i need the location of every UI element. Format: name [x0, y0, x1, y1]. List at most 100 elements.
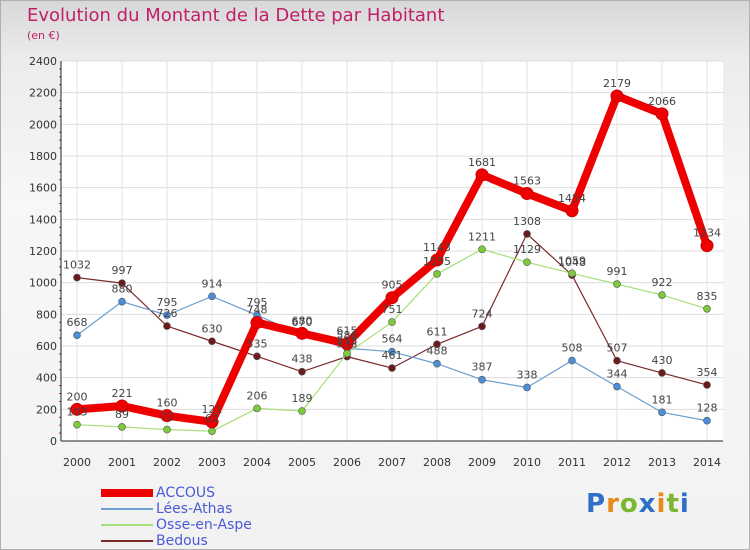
data-point: [700, 239, 714, 253]
data-label: 1048: [558, 256, 586, 269]
data-label: 508: [562, 342, 583, 355]
data-point: [295, 326, 309, 340]
legend-swatch: [101, 489, 153, 497]
data-point: [703, 381, 711, 389]
y-tick-label: 2200: [29, 87, 57, 100]
data-label: 1059: [558, 254, 586, 267]
x-tick-label: 2014: [693, 456, 721, 469]
x-tick-label: 2004: [243, 456, 271, 469]
data-label: 430: [652, 354, 673, 367]
data-point: [565, 204, 579, 218]
x-tick-label: 2001: [108, 456, 136, 469]
y-tick-label: 2400: [29, 55, 57, 68]
data-label: 880: [112, 283, 133, 296]
data-label: 997: [112, 264, 133, 277]
data-point: [568, 356, 576, 365]
data-label: 535: [247, 337, 268, 350]
data-point: [385, 291, 399, 305]
data-point: [115, 399, 129, 413]
data-point: [160, 409, 174, 423]
data-point: [163, 322, 171, 330]
data-label: 1055: [423, 255, 451, 268]
data-point: [613, 356, 621, 365]
legend-label: Bedous: [156, 533, 208, 549]
data-label: 1454: [558, 192, 586, 205]
data-point: [388, 318, 396, 326]
data-point: [205, 415, 219, 429]
y-tick-label: 800: [36, 308, 57, 321]
data-point: [118, 423, 126, 431]
x-tick-label: 2000: [63, 456, 91, 469]
data-label: 438: [292, 353, 313, 366]
data-point: [703, 304, 711, 313]
y-tick-label: 400: [36, 372, 57, 385]
data-label: 1211: [468, 230, 496, 243]
x-tick-label: 2013: [648, 456, 676, 469]
data-label: 221: [112, 387, 133, 400]
data-point: [253, 404, 261, 413]
data-label: 160: [157, 397, 178, 410]
data-label: 564: [382, 333, 403, 346]
data-point: [388, 347, 396, 356]
legend-swatch: [101, 508, 153, 510]
data-label: 751: [382, 303, 403, 316]
data-point: [340, 337, 354, 351]
data-point: [343, 349, 351, 358]
data-label: 1143: [423, 241, 451, 254]
data-point: [253, 352, 261, 361]
y-tick-label: 1200: [29, 245, 57, 258]
brand-letter: t: [666, 489, 680, 519]
data-label: 611: [427, 325, 448, 338]
chart-title: Evolution du Montant de la Dette par Hab…: [27, 5, 445, 26]
data-label: 922: [652, 276, 673, 289]
data-label: 338: [517, 368, 538, 381]
data-label: 1032: [63, 259, 91, 272]
legend-label: Lées-Athas: [156, 501, 233, 517]
data-point: [520, 187, 534, 201]
data-label: 586: [337, 329, 358, 342]
x-tick-label: 2011: [558, 456, 586, 469]
data-point: [433, 359, 441, 368]
data-point: [523, 230, 531, 238]
data-label: 991: [607, 265, 628, 278]
data-label: 181: [652, 393, 673, 406]
data-label: 914: [202, 277, 223, 290]
x-tick-label: 2003: [198, 456, 226, 469]
x-tick-label: 2008: [423, 456, 451, 469]
y-tick-label: 600: [36, 340, 57, 353]
data-label: 72: [160, 411, 174, 424]
data-label: 724: [472, 307, 493, 320]
data-point: [568, 269, 576, 278]
data-label: 62: [205, 412, 219, 425]
data-point: [73, 273, 81, 282]
data-point: [478, 322, 486, 331]
y-tick-label: 1800: [29, 150, 57, 163]
data-label: 905: [382, 279, 403, 292]
y-tick-label: 1400: [29, 213, 57, 226]
x-tick-label: 2010: [513, 456, 541, 469]
data-label: 668: [67, 316, 88, 329]
x-tick-label: 2005: [288, 456, 316, 469]
brand-letter: r: [606, 489, 620, 519]
data-point: [655, 107, 669, 121]
x-tick-label: 2006: [333, 456, 361, 469]
data-point: [478, 245, 486, 254]
data-point: [523, 383, 531, 392]
chart-subtitle: (en €): [27, 29, 60, 42]
brand-letter: i: [679, 489, 690, 519]
data-label: 507: [607, 342, 628, 355]
data-point: [613, 382, 621, 391]
data-label: 1308: [513, 215, 541, 228]
brand-logo: Proxiti: [586, 489, 690, 519]
data-point: [163, 311, 171, 319]
data-label: 121: [202, 403, 223, 416]
data-point: [70, 402, 84, 416]
brand-letter: i: [656, 489, 667, 519]
data-point: [658, 369, 666, 377]
brand-letter: x: [638, 489, 657, 519]
data-point: [613, 280, 621, 288]
data-point: [208, 337, 216, 346]
data-label: 835: [697, 290, 718, 303]
y-tick-label: 1000: [29, 277, 57, 290]
